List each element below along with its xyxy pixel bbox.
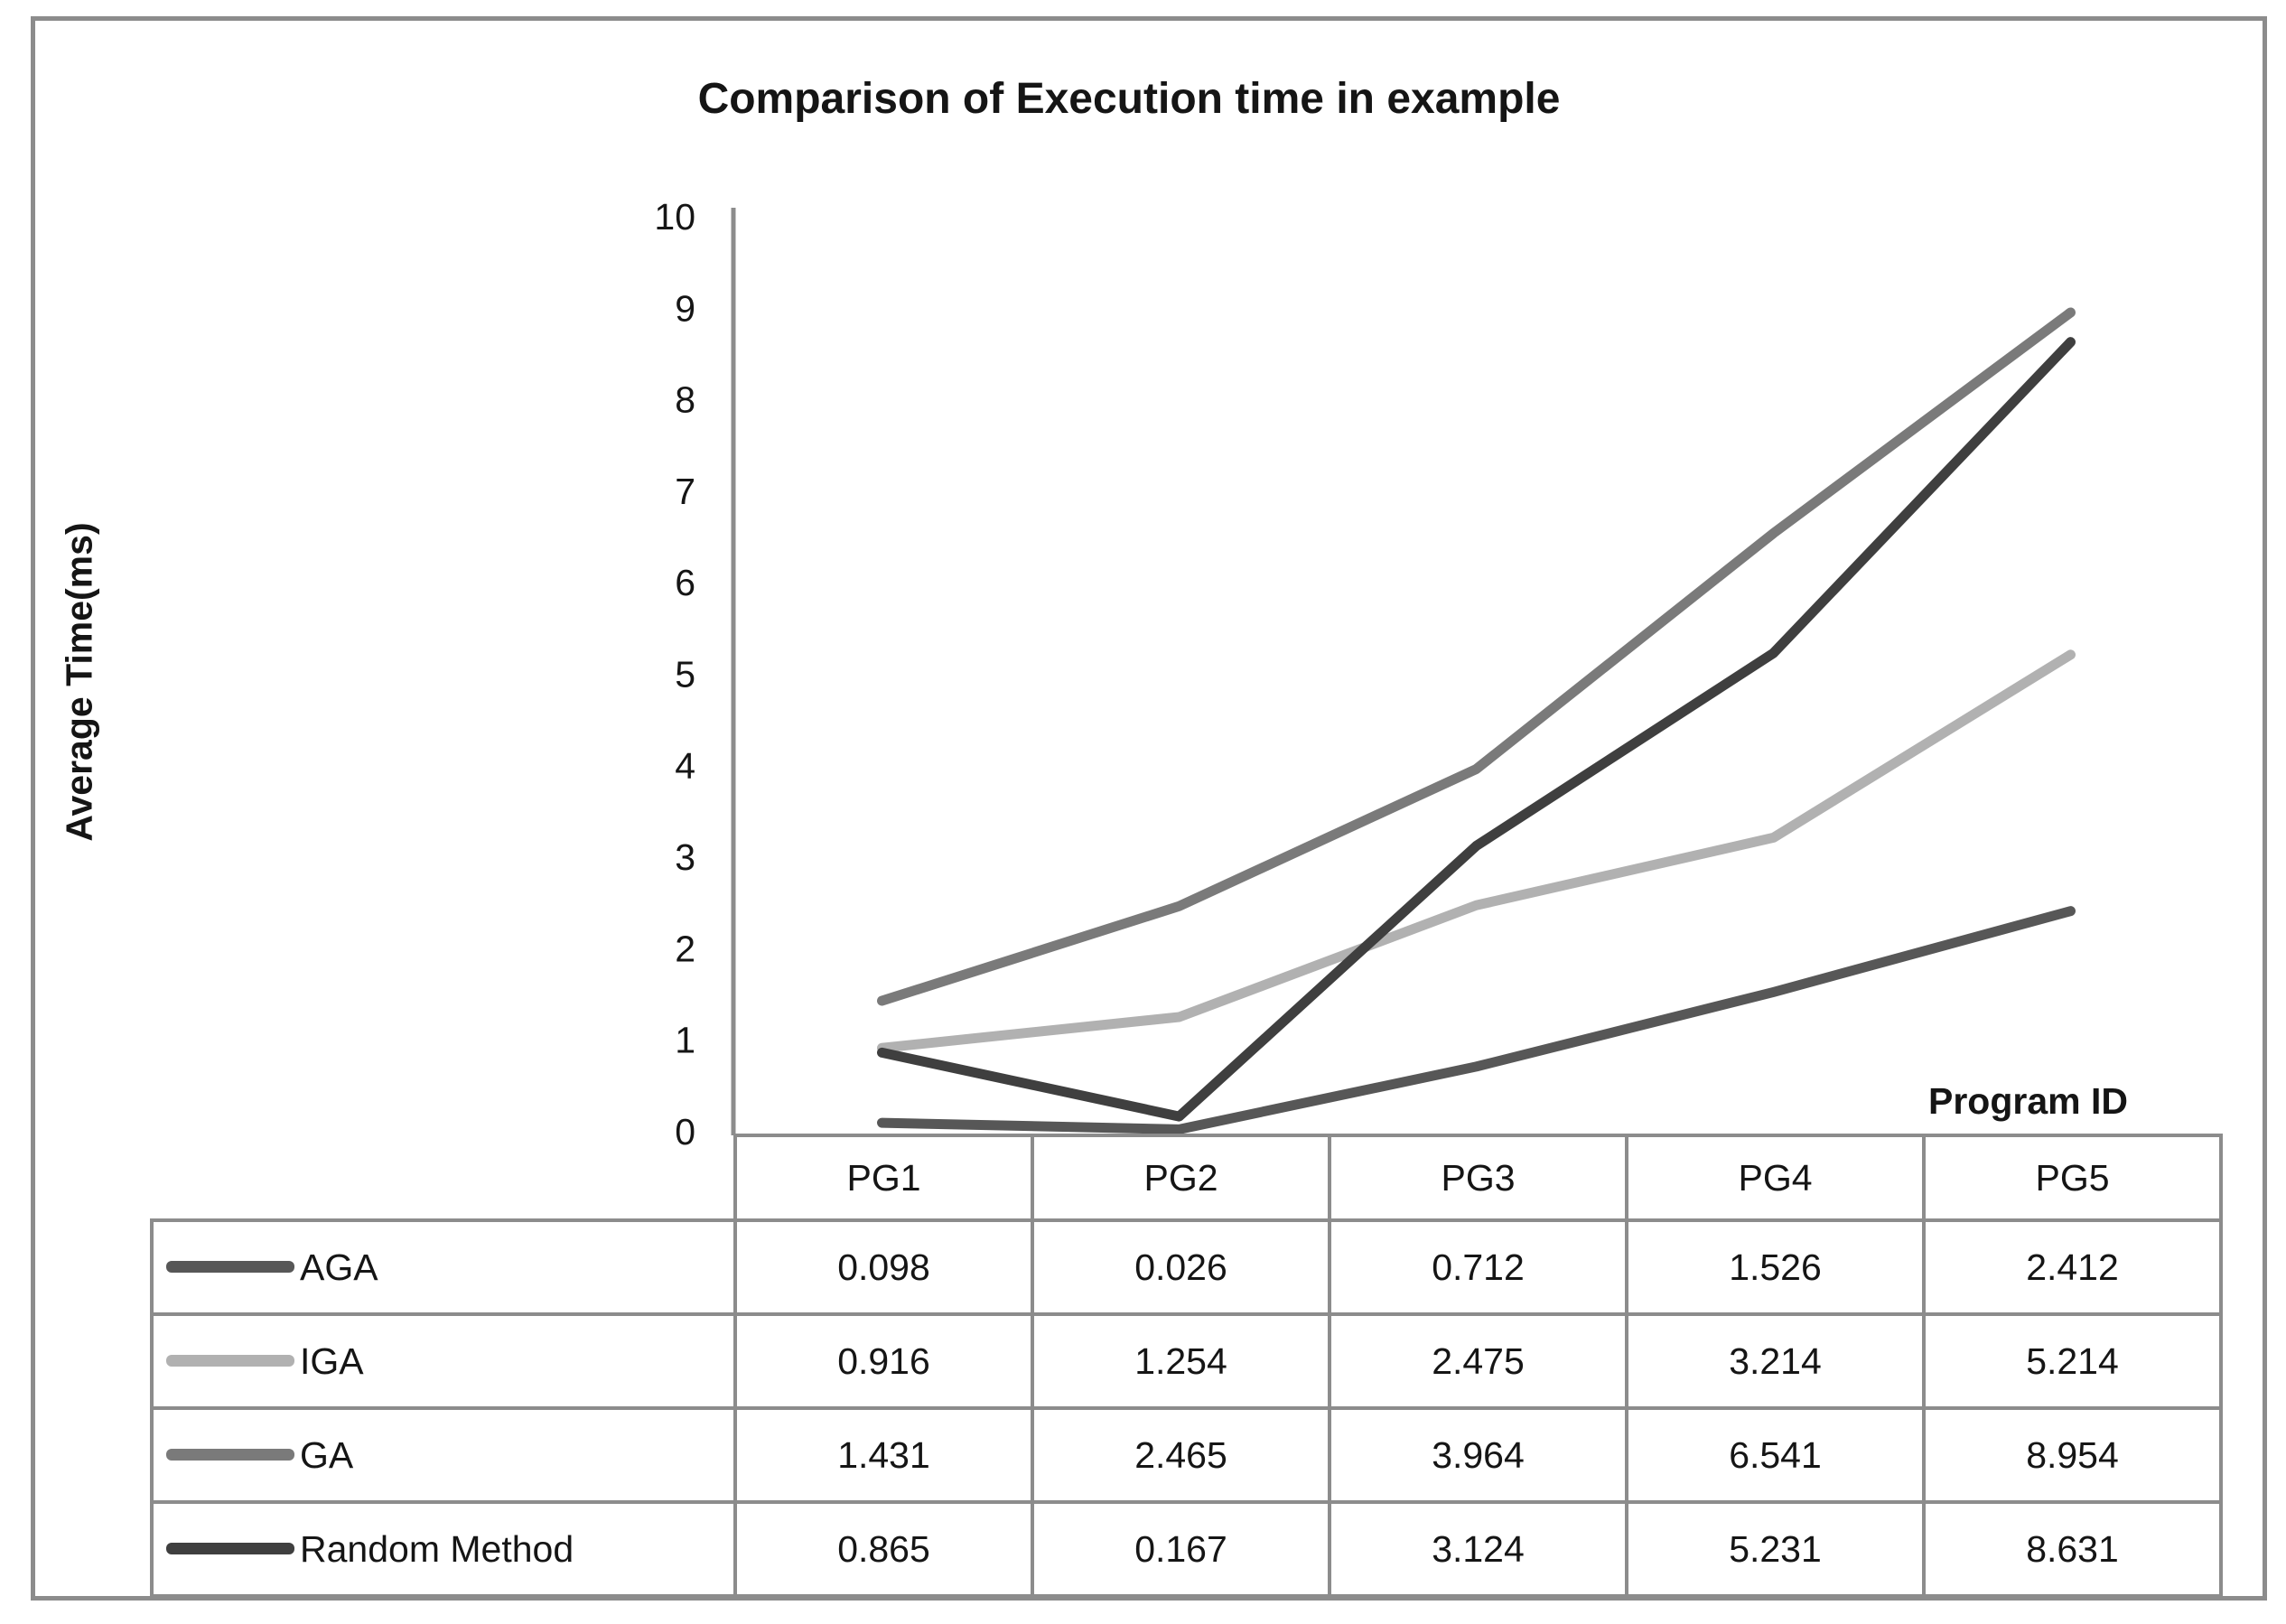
value-cell: 0.712 xyxy=(1328,1218,1628,1316)
legend-swatch-icon xyxy=(166,1355,294,1367)
value-cell: 0.167 xyxy=(1031,1500,1331,1598)
table-row: GA 1.431 2.465 3.964 6.541 8.954 xyxy=(150,1406,2223,1504)
value-cell: 0.865 xyxy=(733,1500,1034,1598)
value-cell: 3.214 xyxy=(1625,1312,1926,1410)
value-cell: 1.431 xyxy=(733,1406,1034,1504)
value-cell: 0.098 xyxy=(733,1218,1034,1316)
legend-label: IGA xyxy=(300,1339,364,1382)
legend-item: GA xyxy=(150,1406,737,1504)
column-header-pg5: PG5 xyxy=(1922,1134,2223,1222)
value-cell: 2.465 xyxy=(1031,1406,1331,1504)
value-cell: 2.412 xyxy=(1922,1218,2223,1316)
value-cell: 5.214 xyxy=(1922,1312,2223,1410)
value-cell: 1.254 xyxy=(1031,1312,1331,1410)
value-cell: 0.026 xyxy=(1031,1218,1331,1316)
value-cell: 3.964 xyxy=(1328,1406,1628,1504)
value-cell: 2.475 xyxy=(1328,1312,1628,1410)
chart-border-frame xyxy=(31,16,2267,1601)
value-cell: 8.631 xyxy=(1922,1500,2223,1598)
column-header-pg4: PG4 xyxy=(1625,1134,1926,1222)
column-header-pg1: PG1 xyxy=(733,1134,1034,1222)
legend-swatch-icon xyxy=(166,1543,294,1555)
legend-swatch-icon xyxy=(166,1449,294,1461)
value-cell: 5.231 xyxy=(1625,1500,1926,1598)
legend-label: Random Method xyxy=(300,1527,574,1570)
value-cell: 3.124 xyxy=(1328,1500,1628,1598)
table-row: AGA 0.098 0.026 0.712 1.526 2.412 xyxy=(150,1218,2223,1316)
legend-item: AGA xyxy=(150,1218,737,1316)
table-row: Random Method 0.865 0.167 3.124 5.231 8.631 xyxy=(150,1500,2223,1598)
value-cell: 1.526 xyxy=(1625,1218,1926,1316)
legend-item: Random Method xyxy=(150,1500,737,1598)
table-corner-ghost xyxy=(152,1135,735,1220)
x-axis-title: Program ID xyxy=(1928,1080,2128,1122)
value-cell: 6.541 xyxy=(1625,1406,1926,1504)
value-cell: 8.954 xyxy=(1922,1406,2223,1504)
chart-title: Comparison of Execution time in example xyxy=(697,75,1561,123)
data-table: PG1 PG2 PG3 PG4 PG5 AGA 0.098 0.026 0.712 1.526 2.… xyxy=(150,1134,2223,1598)
column-header-pg3: PG3 xyxy=(1328,1134,1628,1222)
column-header-pg2: PG2 xyxy=(1031,1134,1331,1222)
legend-label: GA xyxy=(300,1433,354,1476)
y-axis-title: Average Time(ms) xyxy=(58,522,100,842)
legend-item: IGA xyxy=(150,1312,737,1410)
legend-label: AGA xyxy=(300,1246,378,1288)
value-cell: 0.916 xyxy=(733,1312,1034,1410)
legend-swatch-icon xyxy=(166,1261,294,1274)
table-row: IGA 0.916 1.254 2.475 3.214 5.214 xyxy=(150,1312,2223,1410)
